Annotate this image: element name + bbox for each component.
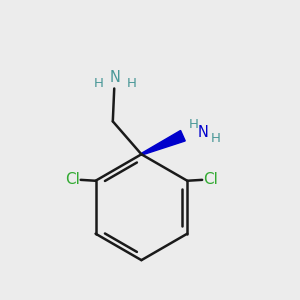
Text: Cl: Cl	[65, 172, 80, 187]
Text: N: N	[110, 70, 121, 85]
Text: H: H	[127, 77, 136, 90]
Text: Cl: Cl	[203, 172, 218, 187]
Text: N: N	[198, 125, 209, 140]
Polygon shape	[141, 130, 185, 155]
Text: H: H	[94, 77, 103, 90]
Text: H: H	[211, 132, 221, 145]
Text: H: H	[189, 118, 199, 131]
